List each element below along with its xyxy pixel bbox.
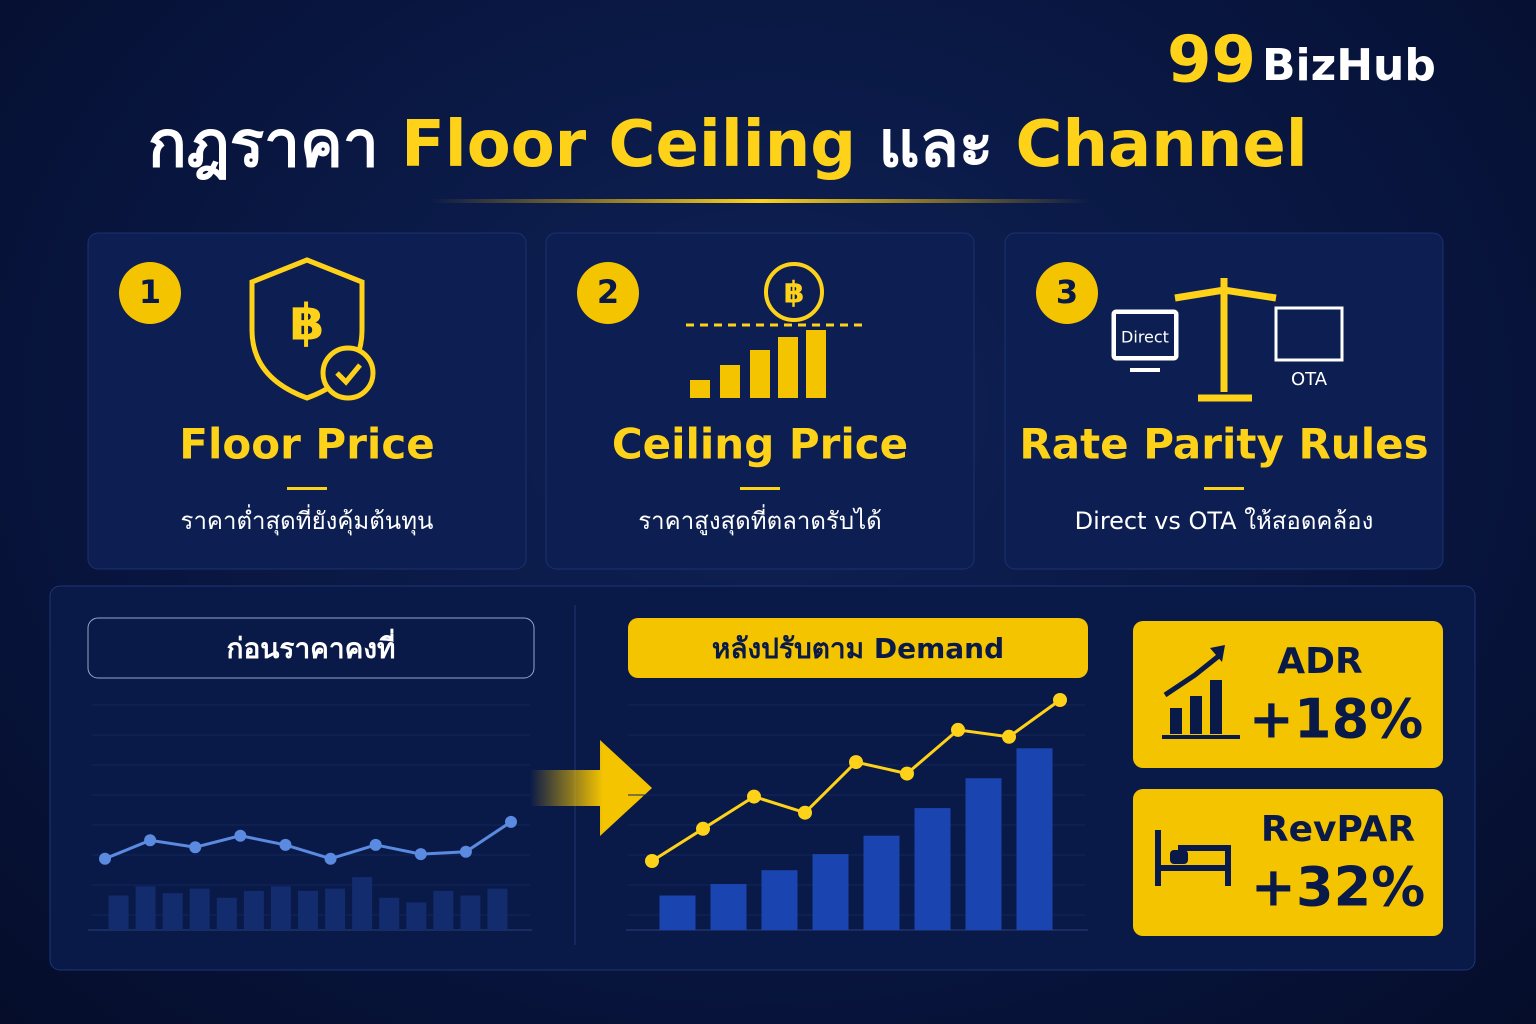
ceiling-bar [690, 380, 710, 398]
line-point [144, 834, 156, 846]
line-point [951, 723, 965, 737]
card-subtitle: Direct vs OTA ให้สอดคล้อง [1075, 507, 1374, 535]
line-point [1053, 693, 1067, 707]
check-icon [323, 348, 373, 398]
bar [163, 893, 183, 930]
line-point [696, 822, 710, 836]
card-number: 3 [1056, 273, 1078, 311]
bar [379, 898, 399, 930]
line-point [505, 816, 517, 828]
kpi-value: +18% [1249, 688, 1424, 751]
direct-label: Direct [1121, 328, 1169, 347]
kpi-name: RevPAR [1261, 809, 1415, 850]
after-label: หลังปรับตาม Demand [712, 632, 1004, 665]
card-subtitle: ราคาสูงสุดที่ตลาดรับได้ [638, 504, 881, 536]
line-point [1002, 730, 1016, 744]
line-point [747, 790, 761, 804]
ceiling-bar [806, 330, 826, 398]
card-rule [1204, 487, 1244, 490]
bar [711, 884, 747, 930]
title-part: กฎราคา Floor Ceiling และ Channel [148, 108, 1308, 182]
line-point [234, 830, 246, 842]
bar [271, 886, 291, 930]
bar [109, 896, 129, 931]
bar [966, 778, 1002, 930]
line-point [279, 839, 291, 851]
ceiling-bar [750, 350, 770, 398]
ceiling-bar [720, 365, 740, 398]
currency-icon: ฿ [290, 294, 325, 352]
bar [325, 889, 345, 930]
card-number: 2 [597, 273, 619, 311]
bar [352, 877, 372, 930]
card-title: Ceiling Price [612, 420, 908, 469]
line-point [325, 853, 337, 865]
line-point [415, 848, 427, 860]
bar [660, 896, 696, 931]
line-point [370, 839, 382, 851]
line-point [645, 854, 659, 868]
monitor-stand [1130, 368, 1160, 372]
bar [136, 886, 156, 930]
ota-label: OTA [1291, 369, 1328, 390]
line-point [460, 846, 472, 858]
bar [217, 898, 237, 930]
kpi-name: ADR [1277, 641, 1362, 682]
bar [244, 891, 264, 930]
kpi-value: +32% [1251, 856, 1426, 919]
bar [864, 836, 900, 930]
line-point [849, 755, 863, 769]
before-label: ก่อนราคาคงที่ [227, 628, 396, 665]
card-rule [740, 487, 780, 490]
bar [190, 889, 210, 930]
line-point [189, 841, 201, 853]
bar [1017, 748, 1053, 930]
bar [460, 896, 480, 931]
brand-name: BizHub [1262, 40, 1436, 91]
line-point [99, 853, 111, 865]
bar [406, 902, 426, 930]
bar [762, 870, 798, 930]
card-number: 1 [139, 273, 161, 311]
bar [433, 891, 453, 930]
line-point [798, 806, 812, 820]
bar [915, 808, 951, 930]
title-glow [430, 199, 1090, 203]
bar [813, 854, 849, 930]
ceiling-bar [778, 337, 798, 398]
card-subtitle: ราคาต่ำสุดที่ยังคุ้มต้นทุน [181, 504, 434, 536]
cards: 1 Floor Price ราคาต่ำสุดที่ยังคุ้มต้นทุน 2 C… [88, 233, 1443, 569]
bar [298, 891, 318, 930]
card-title: Floor Price [179, 420, 434, 469]
line-point [900, 767, 914, 781]
bar [487, 889, 507, 930]
currency-icon: ฿ [784, 276, 805, 311]
card-rule [287, 487, 327, 490]
brand-number: 99 [1167, 24, 1256, 98]
card-title: Rate Parity Rules [1019, 420, 1428, 469]
